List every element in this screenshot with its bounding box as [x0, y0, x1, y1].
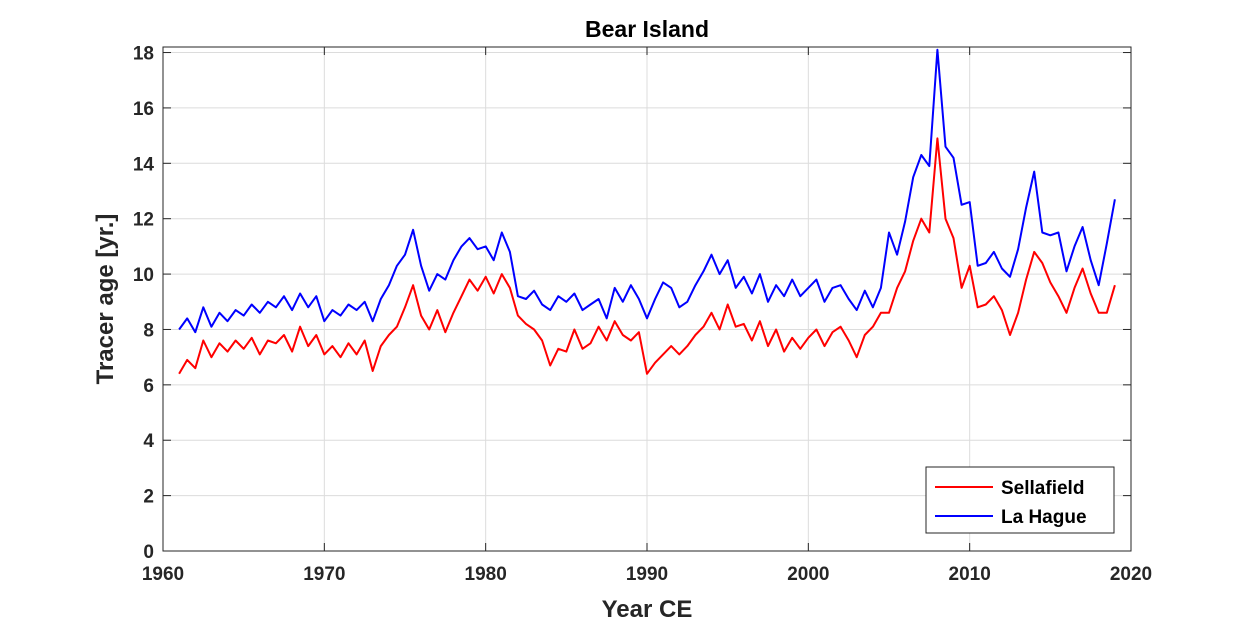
- y-tick-label: 10: [133, 265, 154, 286]
- y-tick-label: 8: [143, 320, 154, 341]
- series-line-la-hague: [178, 48, 1116, 334]
- legend-box: [925, 466, 1115, 534]
- x-axis-ticks: 1960 1970 1980 1990 2000 2010 2020: [142, 47, 1152, 585]
- y-tick-label: 4: [143, 431, 154, 452]
- series-line-sellafield: [178, 137, 1116, 375]
- x-tick-label: 2010: [949, 564, 991, 585]
- y-tick-label: 14: [133, 154, 155, 175]
- legend-label: Sellafield: [1001, 478, 1084, 499]
- y-tick-label: 18: [133, 44, 154, 65]
- y-tick-label: 16: [133, 99, 154, 120]
- chart-title: Bear Island: [585, 16, 709, 42]
- y-tick-label: 12: [133, 210, 154, 231]
- x-tick-label: 1980: [465, 564, 507, 585]
- y-tick-label: 6: [143, 376, 154, 397]
- x-tick-label: 1970: [303, 564, 345, 585]
- y-tick-label: 2: [143, 487, 154, 508]
- y-axis-title: Tracer age [yr.]: [92, 214, 119, 385]
- x-axis-title: Year CE: [602, 596, 693, 623]
- series-lines: [178, 48, 1116, 375]
- y-tick-label: 0: [143, 542, 154, 563]
- x-tick-label: 1960: [142, 564, 184, 585]
- x-tick-label: 2020: [1110, 564, 1152, 585]
- legend-label: La Hague: [1001, 507, 1087, 528]
- x-tick-label: 2000: [787, 564, 829, 585]
- x-tick-label: 1990: [626, 564, 668, 585]
- legend: Sellafield La Hague: [925, 466, 1115, 534]
- y-axis-ticks: 0 2 4 6 8 10 12 14 16 18: [133, 44, 1131, 563]
